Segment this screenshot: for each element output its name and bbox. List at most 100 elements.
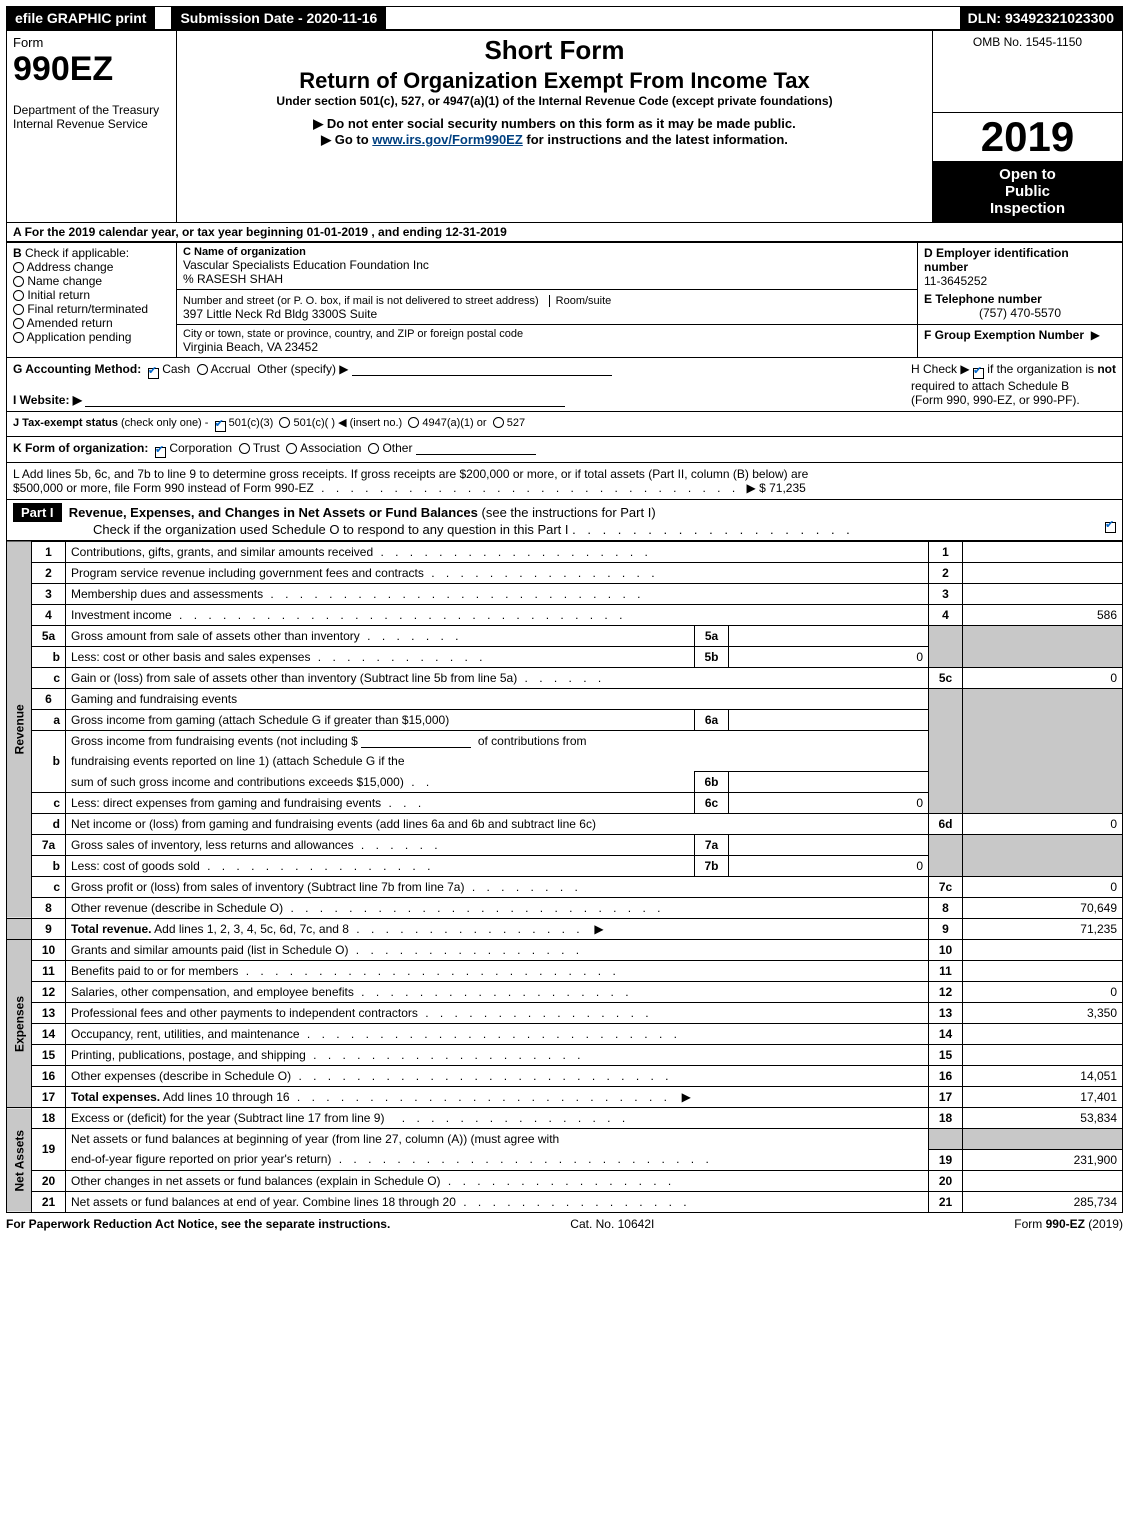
desc-17-bold: Total expenses. [71,1090,160,1104]
chk-association[interactable] [286,443,297,454]
H-check-label: H Check ▶ [911,362,970,376]
6b-amount-input[interactable] [361,735,471,748]
efile-graphic-print[interactable]: efile GRAPHIC print [7,7,155,29]
chk-accrual[interactable] [197,364,208,375]
instr-no-ssn: ▶ Do not enter social security numbers o… [183,116,926,132]
chk-application-pending[interactable] [13,332,24,343]
desc-16: Other expenses (describe in Schedule O) [71,1069,291,1083]
desc-6b-2: fundraising events reported on line 1) (… [66,751,929,772]
desc-12: Salaries, other compensation, and employ… [71,985,354,999]
desc-7b: Less: cost of goods sold [71,859,200,873]
val-7c: 0 [963,877,1123,898]
C-city-label: City or town, state or province, country… [183,328,911,340]
val-10 [963,940,1123,961]
desc-4: Investment income [71,608,172,622]
desc-15: Printing, publications, postage, and shi… [71,1048,306,1062]
dln: DLN: 93492321023300 [960,7,1122,29]
desc-21: Net assets or fund balances at end of ye… [71,1195,456,1209]
chk-schedule-B-not-required[interactable] [973,368,984,379]
val-7b-box: 0 [729,856,929,877]
desc-13: Professional fees and other payments to … [71,1006,418,1020]
L-text-a: L Add lines 5b, 6c, and 7b to line 9 to … [13,467,808,481]
chk-501c3[interactable] [215,421,226,432]
chk-amended-return[interactable] [13,318,24,329]
desc-10: Grants and similar amounts paid (list in… [71,943,348,957]
chk-initial-return[interactable] [13,290,24,301]
val-6c-box: 0 [729,793,929,814]
val-19: 231,900 [963,1149,1123,1170]
val-2 [963,562,1123,583]
instr-goto-post: for instructions and the latest informat… [523,132,788,147]
website-input[interactable] [85,394,565,407]
desc-11: Benefits paid to or for members [71,964,238,978]
C-room-label: Room/suite [549,295,612,307]
desc-19-b: end-of-year figure reported on prior yea… [71,1152,331,1166]
val-11 [963,961,1123,982]
val-3 [963,583,1123,604]
side-net-assets: Net Assets [7,1108,32,1213]
part1-heading: Part I Revenue, Expenses, and Changes in… [6,500,1123,541]
desc-1: Contributions, gifts, grants, and simila… [71,545,373,559]
org-name: Vascular Specialists Education Foundatio… [183,258,911,272]
val-8: 70,649 [963,898,1123,919]
other-org-input[interactable] [416,442,536,455]
street-address: 397 Little Neck Rd Bldg 3300S Suite [183,307,377,321]
form-label: Form [13,35,170,50]
form-header: Form 990EZ Department of the Treasury In… [6,30,1123,223]
I-website-label: I Website: ▶ [13,393,82,407]
desc-5b: Less: cost or other basis and sales expe… [71,650,310,664]
val-18: 53,834 [963,1108,1123,1129]
val-21: 285,734 [963,1191,1123,1212]
chk-name-change[interactable] [13,276,24,287]
part1-label: Part I [13,503,62,522]
desc-7a: Gross sales of inventory, less returns a… [71,838,354,852]
city-state-zip: Virginia Beach, VA 23452 [183,340,911,354]
val-9: 71,235 [963,919,1123,940]
other-specify-input[interactable] [352,363,612,376]
E-phone-label: E Telephone number [924,292,1116,306]
topbar-spacer [155,7,172,29]
chk-4947a1[interactable] [408,417,419,428]
desc-7c: Gross profit or (loss) from sales of inv… [71,880,464,894]
instr-goto: ▶ Go to www.irs.gov/Form990EZ for instru… [183,132,926,148]
chk-schedule-O-used[interactable] [1105,522,1116,533]
chk-final-return[interactable] [13,304,24,315]
C-addr-label: Number and street (or P. O. box, if mail… [183,295,539,307]
K-label: K Form of organization: [13,441,148,455]
desc-14: Occupancy, rent, utilities, and maintena… [71,1027,300,1041]
G-accounting-label: G Accounting Method: [13,362,141,376]
title-short-form: Short Form [183,35,926,66]
desc-18: Excess or (deficit) for the year (Subtra… [71,1111,384,1125]
val-12: 0 [963,982,1123,1003]
title-return: Return of Organization Exempt From Incom… [183,68,926,94]
chk-527[interactable] [493,417,504,428]
page-footer: For Paperwork Reduction Act Notice, see … [6,1213,1123,1231]
val-5a-box [729,625,929,646]
part1-check-text: Check if the organization used Schedule … [13,522,569,537]
val-6d: 0 [963,814,1123,835]
chk-501c-other[interactable] [279,417,290,428]
chk-corporation[interactable] [155,447,166,458]
B-label: Check if applicable: [25,246,129,260]
val-1 [963,541,1123,562]
side-revenue: Revenue [7,541,32,918]
desc-20: Other changes in net assets or fund bala… [71,1174,441,1188]
chk-trust[interactable] [239,443,250,454]
chk-address-change[interactable] [13,262,24,273]
desc-9-bold: Total revenue. [71,922,151,936]
val-17: 17,401 [963,1087,1123,1108]
part1-note: (see the instructions for Part I) [482,505,656,520]
J-label: J Tax-exempt status [13,417,118,429]
irs-link[interactable]: www.irs.gov/Form990EZ [372,132,523,147]
chk-other-org[interactable] [368,443,379,454]
submission-date: Submission Date - 2020-11-16 [172,7,386,29]
desc-6c: Less: direct expenses from gaming and fu… [71,796,381,810]
side-expenses: Expenses [7,940,32,1108]
chk-cash[interactable] [148,368,159,379]
row-G-H: G Accounting Method: Cash Accrual Other … [6,358,1123,412]
C-name-label: C Name of organization [183,246,911,258]
instr-goto-pre: ▶ Go to [321,132,372,147]
desc-19-a: Net assets or fund balances at beginning… [66,1129,929,1150]
pra-notice: For Paperwork Reduction Act Notice, see … [6,1217,390,1231]
part1-title: Revenue, Expenses, and Changes in Net As… [69,505,478,520]
